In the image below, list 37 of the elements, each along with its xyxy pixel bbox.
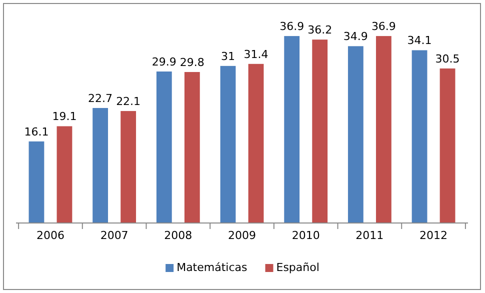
- x-tick-label: 2009: [228, 229, 256, 242]
- data-label: 36.2: [308, 24, 332, 37]
- bar: [312, 40, 328, 223]
- legend-label: Español: [276, 261, 320, 274]
- data-label: 29.8: [180, 56, 204, 70]
- bar: [92, 108, 108, 223]
- bar: [376, 36, 392, 223]
- bar: [156, 72, 172, 223]
- x-tick-label: 2012: [420, 229, 448, 242]
- bar: [248, 64, 264, 223]
- bar: [284, 36, 300, 223]
- bar: [220, 66, 236, 223]
- data-label: 34.9: [343, 30, 368, 44]
- data-label: 31: [220, 50, 235, 63]
- x-tick-label: 2010: [292, 229, 320, 242]
- x-tick-label: 2007: [100, 229, 128, 242]
- bar: [440, 68, 456, 223]
- bar: [120, 111, 136, 223]
- data-label: 30.5: [435, 52, 460, 66]
- bar: [412, 50, 428, 223]
- bar: [56, 126, 72, 223]
- data-label: 22.1: [116, 95, 141, 108]
- legend-label: Matemáticas: [176, 261, 248, 274]
- data-label: 29.9: [152, 56, 176, 69]
- x-tick-label: 2008: [164, 229, 192, 242]
- data-label: 36.9: [280, 20, 304, 34]
- data-label: 31.4: [244, 48, 268, 61]
- data-label: 19.1: [52, 110, 77, 124]
- x-tick-label: 2006: [36, 229, 64, 242]
- x-tick-label: 2011: [356, 229, 384, 242]
- data-label: 34.1: [407, 34, 432, 48]
- bar: [348, 46, 364, 223]
- bar: [28, 141, 44, 223]
- data-label: 36.9: [371, 20, 396, 34]
- bar: [184, 72, 200, 223]
- data-label: 22.7: [88, 92, 113, 105]
- data-label: 16.1: [24, 125, 49, 138]
